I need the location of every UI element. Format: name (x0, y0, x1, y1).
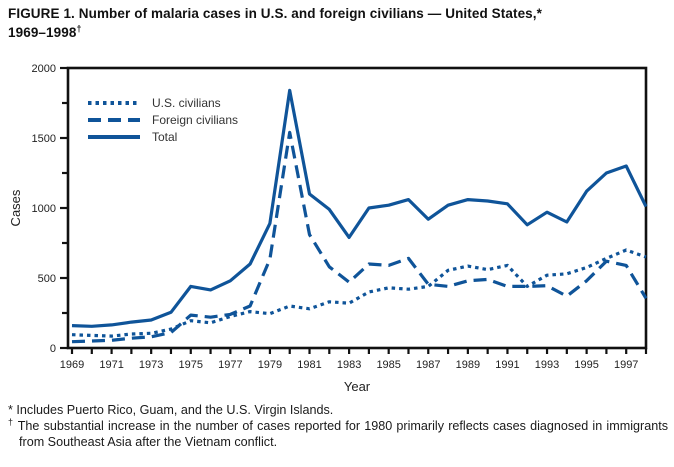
figure-title-dagger: † (76, 23, 82, 34)
x-tick-label: 1985 (376, 359, 400, 371)
chart-canvas: 0 500 1000 1500 2000 1969 1971 1973 1975 1977 1979… (8, 63, 648, 394)
footnote-2: † The substantial increase in the number… (8, 417, 668, 450)
footnote-1: * Includes Puerto Rico, Guam, and the U.… (8, 403, 668, 418)
footnote-2-marker: † (8, 417, 14, 428)
x-tick-label: 1983 (337, 359, 361, 371)
x-tick-label: 1979 (258, 359, 282, 371)
x-tick-label: 1989 (456, 359, 480, 371)
footnote-1-marker: * (8, 403, 13, 417)
x-tick-label: 1973 (139, 359, 163, 371)
x-tick-label: 1993 (535, 359, 559, 371)
malaria-line-chart: 0 500 1000 1500 2000 1969 1971 1973 1975 1977 1979… (0, 58, 674, 403)
figure-title-line1: FIGURE 1. Number of malaria cases in U.S… (8, 6, 542, 21)
figure-title: FIGURE 1. Number of malaria cases in U.S… (8, 5, 664, 43)
x-tick-label: 1995 (574, 359, 598, 371)
figure-title-line2: 1969–1998 (8, 24, 77, 40)
x-tick-label: 1981 (297, 359, 321, 371)
dotted-series-line (71, 248, 647, 338)
legend-label: Foreign civilians (152, 113, 238, 127)
x-tick-label: 1975 (179, 359, 203, 371)
legend-label: Total (152, 130, 177, 144)
y-tick-label: 500 (38, 273, 56, 285)
y-tick-label: 1500 (32, 133, 56, 145)
y-axis-title: Cases (8, 189, 23, 226)
footnotes: * Includes Puerto Rico, Guam, and the U.… (8, 403, 668, 451)
legend-label: U.S. civilians (152, 96, 221, 110)
x-tick-label: 1977 (218, 359, 242, 371)
y-tick-label: 2000 (32, 63, 56, 75)
footnote-2-text: The substantial increase in the number o… (17, 419, 668, 449)
x-tick-label: 1987 (416, 359, 440, 371)
x-axis-title: Year (344, 379, 371, 394)
solid-series-line (71, 88, 648, 328)
y-tick-label: 1000 (32, 203, 56, 215)
x-tick-label: 1969 (60, 359, 84, 371)
x-tick-label: 1991 (495, 359, 519, 371)
x-tick-label: 1971 (99, 359, 123, 371)
footnote-1-text: Includes Puerto Rico, Guam, and the U.S.… (16, 403, 334, 417)
x-tick-label: 1997 (614, 359, 638, 371)
dashed-series-line (71, 130, 648, 344)
plot-border (66, 66, 648, 350)
y-tick-label: 0 (50, 343, 56, 355)
